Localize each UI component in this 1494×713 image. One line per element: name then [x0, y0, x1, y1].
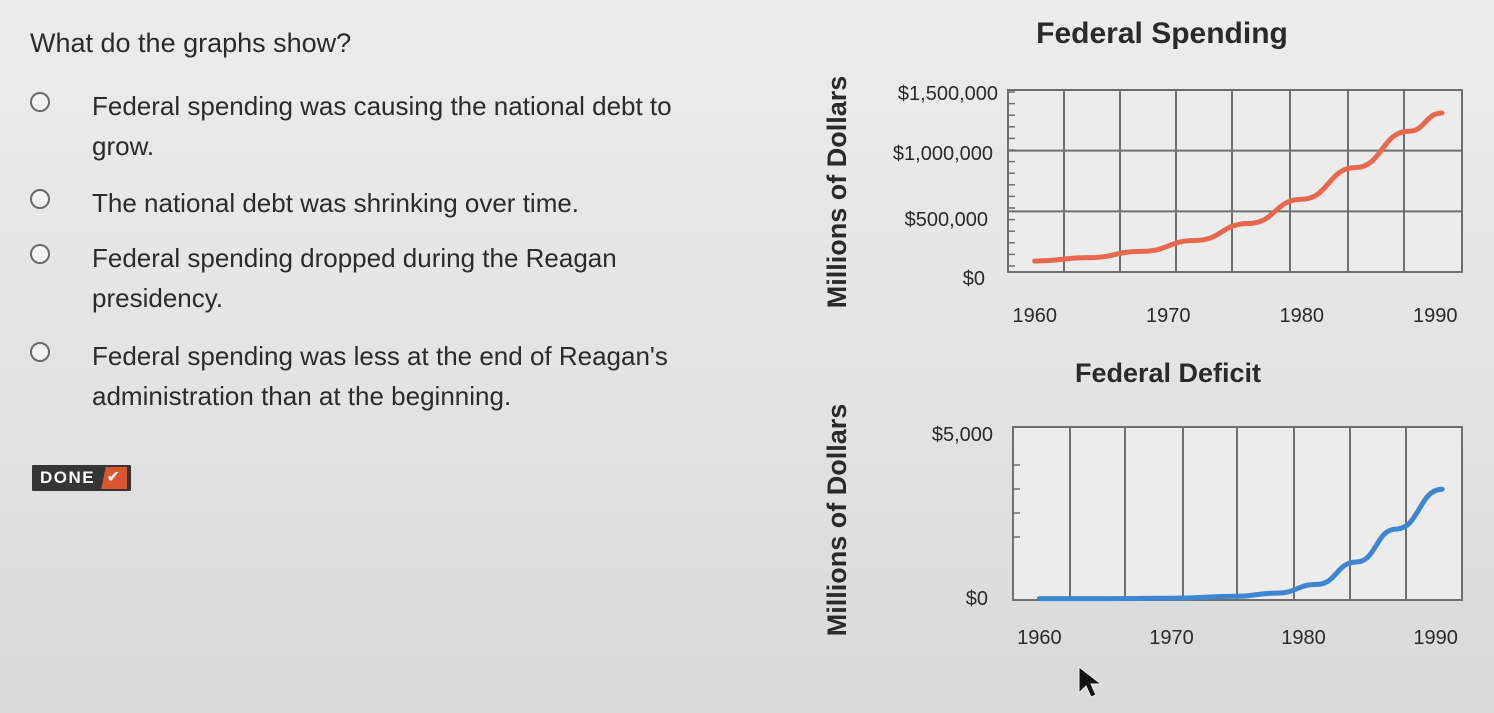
answer-option-1[interactable]: Federal spending was causing the nationa…: [30, 86, 692, 166]
answer-option-2[interactable]: The national debt was shrinking over tim…: [30, 183, 712, 223]
y-axis-title: Millions of Dollars: [822, 76, 852, 309]
y-tick-label: $0: [963, 268, 985, 290]
radio-button-icon[interactable]: [30, 92, 50, 112]
chart-title: Federal Spending: [1036, 17, 1288, 50]
mouse-cursor-icon: [1078, 665, 1103, 698]
done-button[interactable]: DONE ✔: [32, 465, 132, 491]
x-tick-label: 1960: [1012, 305, 1057, 327]
radio-button-icon[interactable]: [30, 244, 50, 264]
radio-button-icon[interactable]: [30, 189, 50, 209]
y-tick-label: $1,500,000: [898, 83, 998, 105]
x-tick-label: 1970: [1146, 305, 1191, 327]
spending-line: [1032, 110, 1445, 264]
checkmark-icon: ✔: [101, 467, 128, 489]
x-tick-label: 1990: [1413, 305, 1458, 327]
radio-button-icon[interactable]: [30, 342, 50, 362]
answer-option-label: The national debt was shrinking over tim…: [92, 188, 580, 218]
done-label: DONE: [40, 468, 96, 487]
x-tick-label: 1980: [1280, 305, 1325, 327]
y-tick-label: $500,000: [905, 209, 988, 231]
answer-option-4[interactable]: Federal spending was less at the end of …: [30, 336, 672, 416]
answer-option-3[interactable]: Federal spending dropped during the Reag…: [30, 238, 632, 318]
plot-frame: [1007, 89, 1463, 273]
answer-option-label: Federal spending was less at the end of …: [92, 341, 668, 411]
answer-option-label: Federal spending was causing the nationa…: [92, 91, 672, 161]
answer-option-label: Federal spending dropped during the Reag…: [92, 243, 617, 313]
y-tick-label: $1,000,000: [893, 143, 993, 165]
question-text: What do the graphs show?: [30, 28, 352, 58]
